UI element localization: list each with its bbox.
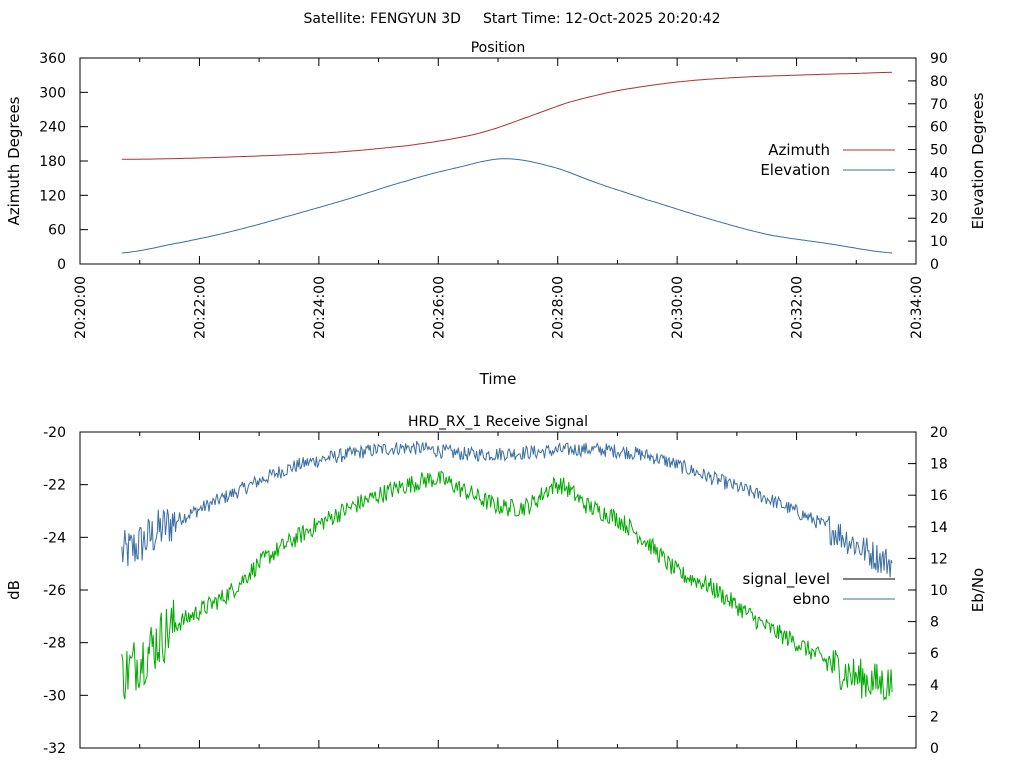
y2-tick-label: 12 (930, 551, 948, 567)
y-tick-label: -30 (43, 688, 66, 704)
y2-tick-label: 50 (930, 143, 948, 159)
legend-label-signal_level: signal_level (742, 570, 830, 589)
y-tick-label: -20 (43, 425, 66, 441)
satellite-label: Satellite: FENGYUN 3D (303, 11, 460, 27)
series-line-eb_no_alt (121, 470, 893, 702)
legend-label-Azimuth: Azimuth (768, 141, 830, 159)
y2-tick-label: 4 (930, 678, 939, 694)
y2-tick-label: 14 (930, 520, 948, 536)
x-tick-label: 20:22:00 (192, 276, 208, 339)
x-tick-label: 20:32:00 (790, 276, 806, 339)
y-axis-label: dB (5, 580, 23, 600)
y2-tick-label: 2 (930, 709, 939, 725)
series-line-Elevation (121, 158, 893, 254)
y2-tick-label: 16 (930, 488, 948, 504)
y2-tick-label: 8 (930, 615, 939, 631)
y2-tick-label: 20 (930, 425, 948, 441)
y-tick-label: 240 (39, 120, 66, 136)
x-tick-label: 20:20:00 (73, 276, 89, 339)
y2-tick-label: 0 (930, 741, 939, 757)
y-tick-label: -26 (43, 583, 66, 599)
chart-title: HRD_RX_1 Receive Signal (408, 414, 588, 430)
series-line-ebno (121, 440, 893, 578)
y2-axis-label: Eb/No (969, 568, 987, 612)
y-tick-label: 300 (39, 85, 66, 101)
y2-tick-label: 90 (930, 51, 948, 67)
y2-tick-label: 80 (930, 74, 948, 90)
y-axis-label: Azimuth Degrees (5, 96, 23, 225)
x-tick-label: 20:28:00 (551, 276, 567, 339)
figure-title: Satellite: FENGYUN 3D Start Time: 12-Oct-… (303, 11, 720, 27)
x-axis-label: Time (479, 370, 517, 388)
y-tick-label: -22 (43, 478, 66, 494)
y2-tick-label: 18 (930, 457, 948, 473)
x-tick-label: 20:30:00 (670, 276, 686, 339)
legend-label-ebno: ebno (793, 590, 830, 608)
y-tick-label: 0 (57, 257, 66, 273)
y-tick-label: 360 (39, 51, 66, 67)
y2-axis-label: Elevation Degrees (969, 92, 987, 229)
start-time-label: Start Time: 12-Oct-2025 20:20:42 (483, 11, 721, 27)
y2-tick-label: 70 (930, 97, 948, 113)
y-tick-label: -24 (43, 530, 66, 546)
y-tick-label: -32 (43, 741, 66, 757)
y2-tick-label: 30 (930, 188, 948, 204)
receive-signal-chart: HRD_RX_1 Receive Signal -32 -30 -28 -26 -24 -2… (5, 414, 987, 757)
y2-tick-label: 20 (930, 211, 948, 227)
y2-tick-label: 60 (930, 120, 948, 136)
x-tick-label: 20:24:00 (312, 276, 328, 339)
series-line-Azimuth (121, 71, 893, 160)
y-tick-label: 120 (39, 188, 66, 204)
y2-tick-label: 0 (930, 257, 939, 273)
plot-frame (79, 431, 917, 749)
y2-tick-label: 10 (930, 583, 948, 599)
x-tick-label: 20:34:00 (909, 276, 925, 339)
chart-title: Position (471, 40, 526, 56)
x-tick-label: 20:26:00 (431, 276, 447, 339)
y2-tick-label: 6 (930, 646, 939, 662)
legend-label-Elevation: Elevation (760, 161, 830, 179)
y2-tick-label: 40 (930, 165, 948, 181)
position-chart: Position 0 60 120 180 240 300 360 0 10 20 30 40 50 60 7… (5, 40, 987, 388)
y2-tick-label: 10 (930, 234, 948, 250)
y-tick-label: 180 (39, 154, 66, 170)
y-tick-label: 60 (48, 223, 66, 239)
y-tick-label: -28 (43, 636, 66, 652)
